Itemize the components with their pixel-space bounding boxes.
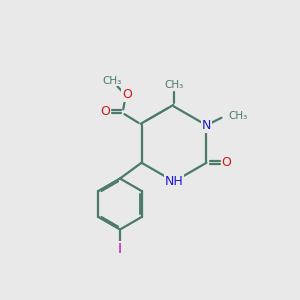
Text: CH₃: CH₃: [102, 76, 121, 85]
Text: NH: NH: [165, 175, 183, 188]
Text: N: N: [202, 119, 211, 132]
Text: CH₃: CH₃: [164, 80, 184, 90]
Text: O: O: [122, 88, 132, 101]
Text: CH₃: CH₃: [228, 111, 248, 121]
Text: O: O: [100, 105, 110, 118]
Text: I: I: [118, 242, 122, 256]
Text: O: O: [222, 156, 232, 169]
